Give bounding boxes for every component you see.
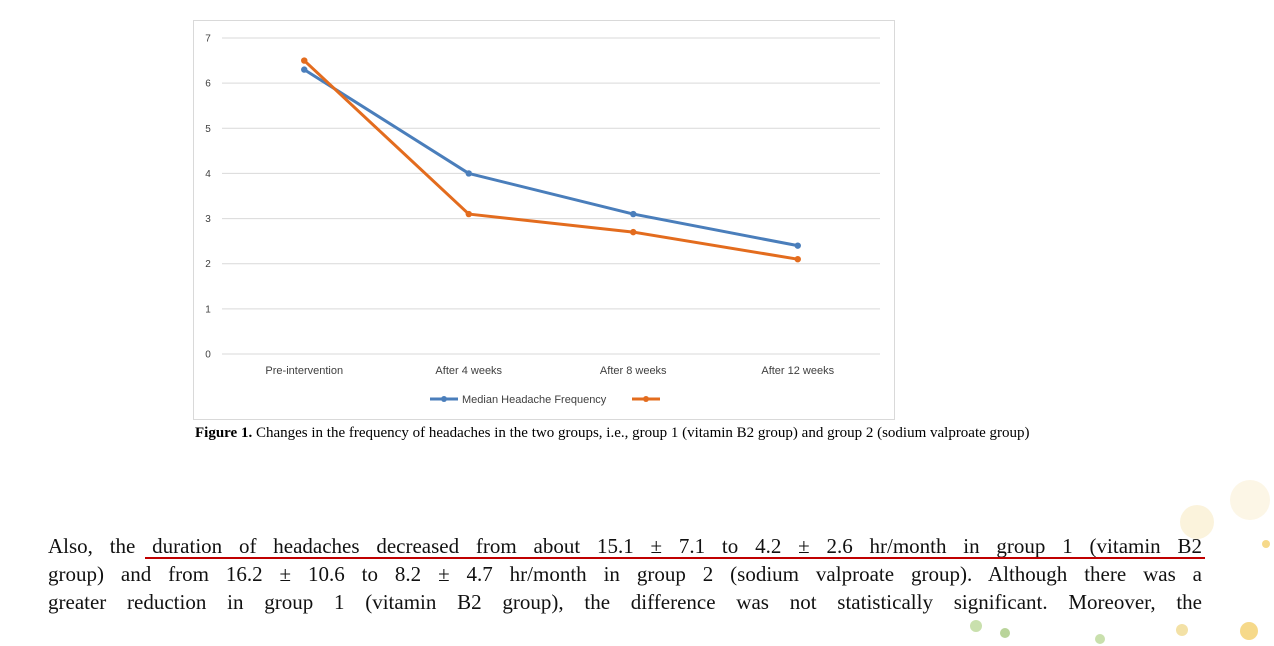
- y-tick-label: 1: [205, 304, 211, 315]
- legend-marker-series-1: [441, 396, 447, 402]
- body-line-1: Also, the duration of headaches decrease…: [48, 534, 1202, 558]
- line-chart: 0 1 2 3 4 5 6 7 Pre-intervention After 4 weeks Aft…: [205, 34, 880, 406]
- decor-dot: [1262, 540, 1270, 548]
- x-tick-label: After 4 weeks: [435, 365, 502, 377]
- x-tick-label: After 12 weeks: [761, 365, 834, 377]
- data-point-series-2: [630, 228, 637, 236]
- data-point-series-1: [794, 242, 801, 249]
- series-line-1: [302, 68, 800, 248]
- x-tick-label: After 8 weeks: [600, 365, 667, 377]
- caption-label: Figure 1.: [195, 425, 253, 441]
- legend-label-series-1: Median Headache Frequency: [462, 394, 607, 406]
- y-tick-label: 4: [205, 169, 211, 180]
- body-paragraph: Also, the duration of headaches decrease…: [48, 532, 1202, 616]
- y-tick-label: 7: [205, 34, 211, 45]
- decor-dot: [970, 620, 982, 632]
- decor-dot: [1230, 480, 1270, 520]
- data-point-series-1: [465, 170, 472, 177]
- decor-dot: [1180, 505, 1214, 539]
- y-tick-label: 2: [205, 259, 211, 270]
- data-point-series-2: [794, 256, 801, 263]
- y-tick-label: 6: [205, 79, 211, 90]
- y-tick-label: 0: [205, 350, 211, 361]
- decor-dot: [1000, 628, 1010, 638]
- y-tick-label: 5: [205, 124, 211, 135]
- data-point-series-1: [301, 66, 308, 73]
- data-point-series-2: [301, 57, 308, 64]
- red-underline-annotation: [145, 557, 1205, 559]
- legend-marker-series-2: [643, 396, 649, 402]
- body-line-2: group) and from 16.2 ± 10.6 to 8.2 ± 4.7…: [48, 562, 1202, 586]
- caption-text: Changes in the frequency of headaches in…: [255, 425, 1030, 441]
- figure-caption: Figure 1. Changes in the frequency of he…: [195, 424, 1055, 442]
- y-tick-label: 3: [205, 214, 211, 225]
- decor-dot: [1240, 622, 1258, 640]
- body-line-3: greater reduction in group 1 (vitamin B2…: [48, 590, 1202, 614]
- chart-frame: 0 1 2 3 4 5 6 7 Pre-intervention After 4 weeks Aft…: [193, 20, 895, 420]
- decor-dot: [1095, 634, 1105, 644]
- data-point-series-1: [630, 210, 637, 218]
- decor-dot: [1176, 624, 1188, 636]
- data-point-series-2: [465, 210, 472, 218]
- x-tick-label: Pre-intervention: [265, 365, 343, 377]
- series-line-2: [302, 59, 800, 261]
